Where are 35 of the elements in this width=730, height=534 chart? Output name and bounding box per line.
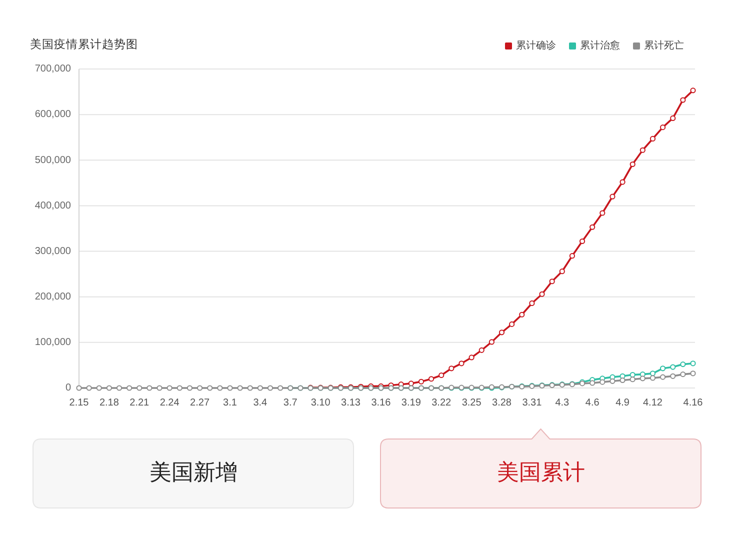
text: 美国累计	[496, 459, 585, 484]
x-tick-label: 2.15	[69, 398, 90, 409]
x-tick-label: 2.27	[190, 398, 210, 409]
x-tick-label: 2.18	[99, 398, 120, 409]
legend-label: 累计确诊	[516, 40, 556, 52]
x-tick-label: 3.31	[522, 398, 542, 409]
x-tick-label: 4.9	[616, 398, 630, 409]
x-tick-label: 3.28	[492, 398, 512, 409]
x-tick-label: 4.12	[643, 398, 663, 409]
x-tick-label: 4.6	[585, 398, 600, 409]
x-tick-label: 4.3	[555, 398, 570, 409]
x-tick-label: 3.16	[371, 398, 392, 409]
legend-label: 累计死亡	[644, 40, 684, 52]
y-tick-label: 500,000	[34, 154, 72, 166]
x-tick-label: 3.4	[253, 398, 268, 409]
x-tick-label: 3.22	[432, 398, 452, 409]
y-tick-label: 300,000	[34, 246, 72, 257]
x-tick-label: 3.25	[462, 398, 482, 409]
chart-title: 美国疫情累计趋势图	[30, 37, 138, 52]
x-tick-label: 3.13	[341, 398, 361, 409]
x-tick-label: 2.21	[130, 398, 150, 409]
y-tick-label: 0	[65, 382, 72, 394]
y-tick-label: 600,000	[34, 109, 72, 120]
y-tick-label: 400,000	[34, 200, 72, 212]
y-tick-label: 100,000	[34, 337, 72, 348]
x-tick-label: 2.24	[160, 398, 180, 409]
x-tick-label: 3.10	[310, 398, 331, 409]
x-tick-label: 4.16	[683, 398, 704, 409]
x-tick-label: 3.19	[401, 398, 422, 409]
legend-label: 累计治愈	[580, 40, 620, 52]
x-tick-label: 3.7	[283, 398, 298, 409]
text: 美国新增	[149, 459, 238, 484]
x-tick-label: 3.1	[223, 398, 238, 409]
y-tick-label: 700,000	[34, 64, 72, 75]
y-tick-label: 200,000	[34, 292, 72, 302]
